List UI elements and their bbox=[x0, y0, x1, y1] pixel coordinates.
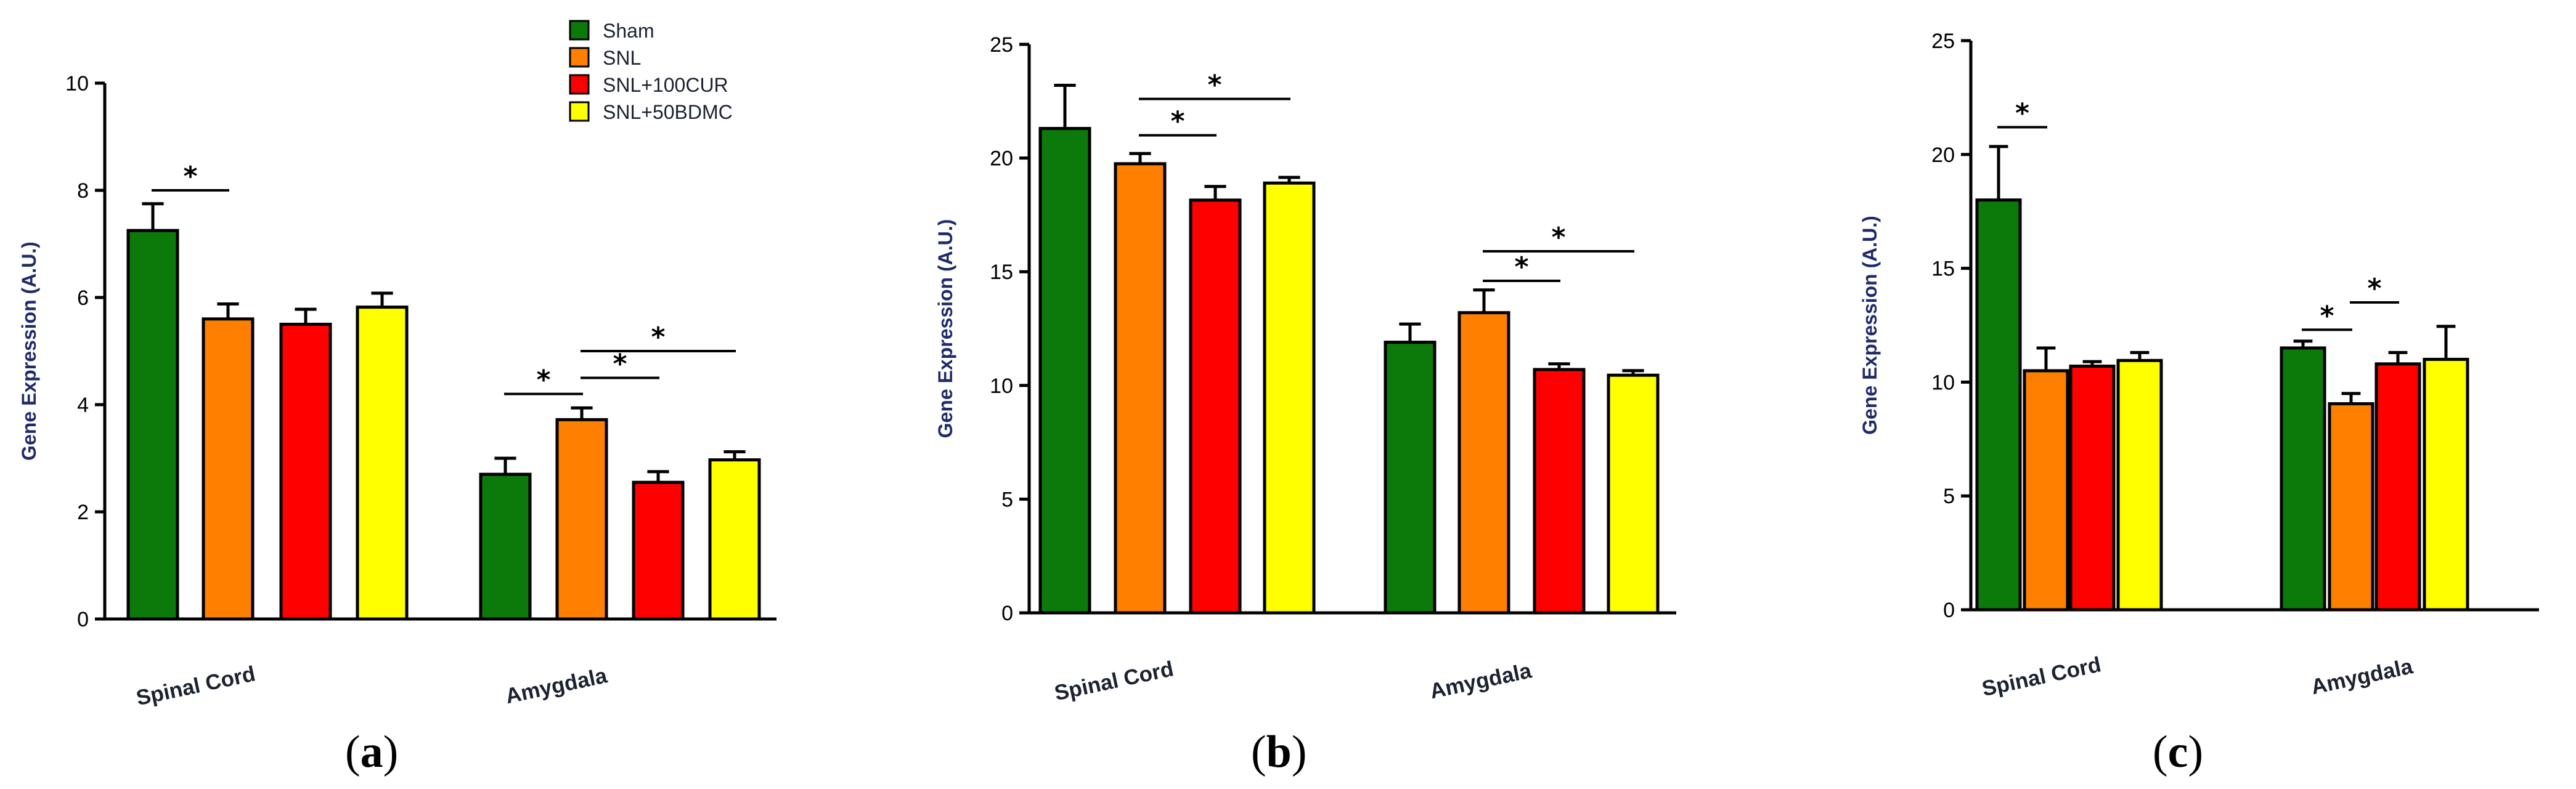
category-label-spinal-cord: Spinal Cord bbox=[1052, 657, 1175, 705]
panel-label-a: (a) bbox=[345, 727, 398, 777]
y-tick-label: 15 bbox=[1931, 257, 1955, 281]
bar-sham-spinal-cord bbox=[1038, 127, 1091, 615]
significance-star: * bbox=[1170, 106, 1184, 137]
y-tick-label: 4 bbox=[77, 394, 89, 417]
panel-label-b: (b) bbox=[1251, 727, 1306, 777]
significance-star: * bbox=[1514, 251, 1528, 283]
bar-snl-100cur-spinal-cord bbox=[279, 323, 332, 621]
bar-snl-spinal-cord bbox=[2023, 369, 2069, 612]
y-tick-label: 15 bbox=[990, 261, 1013, 284]
y-tick-label: 10 bbox=[990, 374, 1013, 398]
legend-label-snl-100cur: SNL+100CUR bbox=[603, 74, 728, 96]
bar-snl-spinal-cord bbox=[1114, 162, 1167, 615]
bar-snl-100cur-spinal-cord bbox=[1189, 198, 1242, 615]
panel-b: 0 5 10 15 20 25 Gene Expression (A.U.) Spinal C… bbox=[934, 33, 1676, 705]
category-label-amygdala: Amygdala bbox=[503, 663, 609, 708]
legend-label-sham: Sham bbox=[603, 20, 654, 42]
significance-star: * bbox=[183, 161, 197, 192]
y-tick-label: 2 bbox=[77, 501, 89, 524]
significance-star: * bbox=[536, 365, 550, 396]
bar-sham-spinal-cord bbox=[1975, 198, 2022, 612]
bar-snl-100cur-amygdala bbox=[1533, 368, 1586, 615]
significance-star: * bbox=[2320, 300, 2334, 331]
y-axis-title: Gene Expression (A.U.) bbox=[934, 219, 956, 439]
bar-snl-100cur-amygdala bbox=[632, 480, 685, 621]
y-tick-label: 25 bbox=[990, 33, 1013, 57]
bar-snl-50bdmc-amygdala bbox=[708, 458, 761, 621]
legend-swatch-snl-50bdmc bbox=[569, 101, 590, 122]
bar-snl-50bdmc-spinal-cord bbox=[356, 305, 409, 621]
bar-snl-100cur-spinal-cord bbox=[2069, 365, 2116, 612]
significance-star: * bbox=[1207, 70, 1221, 101]
y-axis-title: Gene Expression (A.U.) bbox=[18, 241, 40, 461]
y-tick-label: 0 bbox=[1943, 599, 1955, 622]
panel-a: 0 2 4 6 8 10 Gene Expression (A.U.) Spinal Cord… bbox=[18, 72, 776, 710]
bar-snl-amygdala bbox=[1457, 311, 1510, 615]
panel-label-c: (c) bbox=[2153, 727, 2203, 777]
category-label-spinal-cord: Spinal Cord bbox=[134, 662, 257, 710]
y-tick-label: 0 bbox=[1001, 602, 1013, 625]
bar-snl-100cur-amygdala bbox=[2374, 362, 2421, 612]
significance-star: * bbox=[1551, 222, 1565, 253]
y-tick-label: 5 bbox=[1943, 485, 1955, 508]
bar-snl-50bdmc-amygdala bbox=[1607, 373, 1660, 615]
legend-label-snl-50bdmc: SNL+50BDMC bbox=[603, 101, 733, 123]
significance-star: * bbox=[613, 349, 627, 380]
category-label-amygdala: Amygdala bbox=[1428, 658, 1534, 703]
bar-snl-50bdmc-spinal-cord bbox=[2116, 358, 2163, 612]
y-tick-label: 5 bbox=[1001, 488, 1013, 511]
bar-snl-spinal-cord bbox=[202, 317, 255, 621]
y-tick-label: 0 bbox=[77, 608, 89, 631]
significance-star: * bbox=[651, 322, 665, 353]
legend-swatch-sham bbox=[569, 20, 590, 41]
bar-snl-amygdala bbox=[555, 418, 608, 621]
legend: Sham SNL SNL+100CUR SNL+50BDMC bbox=[569, 20, 733, 123]
y-tick-label: 20 bbox=[1931, 144, 1955, 167]
bar-sham-amygdala bbox=[479, 472, 532, 621]
y-tick-label: 6 bbox=[77, 286, 89, 310]
y-tick-label: 8 bbox=[77, 179, 89, 203]
y-tick-label: 10 bbox=[65, 72, 89, 95]
significance-star: * bbox=[2015, 97, 2029, 129]
y-tick-label: 20 bbox=[990, 147, 1013, 171]
legend-swatch-snl-100cur bbox=[569, 74, 590, 95]
category-label-spinal-cord: Spinal Cord bbox=[1979, 652, 2103, 701]
bar-snl-50bdmc-amygdala bbox=[2423, 357, 2469, 612]
y-tick-label: 10 bbox=[1931, 371, 1955, 394]
bar-snl-50bdmc-spinal-cord bbox=[1263, 181, 1316, 615]
bar-sham-spinal-cord bbox=[126, 229, 179, 621]
bar-sham-amygdala bbox=[2280, 346, 2326, 612]
legend-swatch-snl bbox=[569, 47, 590, 68]
bar-sham-amygdala bbox=[1384, 341, 1437, 615]
legend-label-snl: SNL bbox=[603, 47, 641, 69]
panel-c: 0 5 10 15 20 25 Gene Expression (A.U.) Spinal C… bbox=[1859, 30, 2539, 701]
category-label-amygdala: Amygdala bbox=[2309, 654, 2415, 699]
y-axis-title: Gene Expression (A.U.) bbox=[1859, 216, 1881, 435]
bar-snl-amygdala bbox=[2328, 402, 2374, 612]
y-tick-label: 25 bbox=[1931, 30, 1955, 53]
significance-star: * bbox=[2367, 273, 2381, 304]
